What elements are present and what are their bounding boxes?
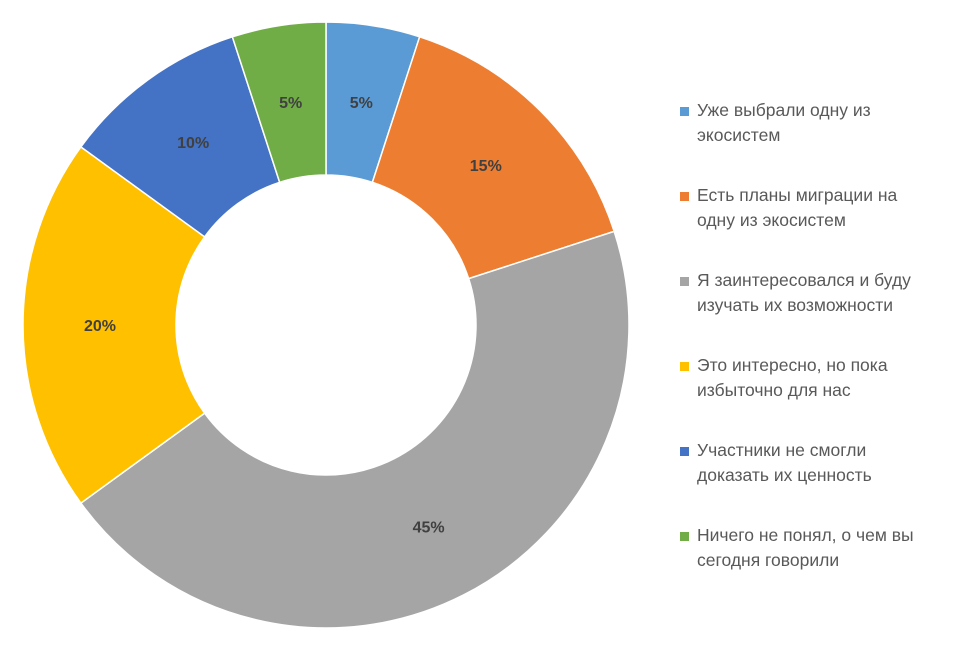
- legend-swatch: [680, 192, 689, 201]
- legend-swatch: [680, 277, 689, 286]
- donut-chart: 5% 15% 45% 20% 10% 5%: [22, 21, 630, 629]
- legend-label: Я заинтересовался и буду изучать их возм…: [697, 270, 911, 315]
- legend-item: Ничего не понял, о чем вы сегодня говори…: [680, 523, 957, 608]
- legend-label: Участники не смогли доказать их ценность: [697, 440, 872, 485]
- legend-label: Это интересно, но пока избыточно для нас: [697, 355, 888, 400]
- legend-item: Я заинтересовался и буду изучать их возм…: [680, 268, 957, 353]
- legend-item: Участники не смогли доказать их ценность: [680, 438, 957, 523]
- legend-swatch: [680, 447, 689, 456]
- legend: Уже выбрали одну из экосистем Есть планы …: [680, 98, 957, 608]
- legend-swatch: [680, 362, 689, 371]
- legend-swatch: [680, 107, 689, 116]
- legend-item: Есть планы миграции на одну из экосистем: [680, 183, 957, 268]
- data-label: 5%: [350, 95, 373, 112]
- data-label: 5%: [279, 95, 302, 112]
- data-label: 10%: [177, 135, 209, 152]
- legend-item: Уже выбрали одну из экосистем: [680, 98, 957, 183]
- donut-slice: [231, 21, 327, 184]
- legend-item: Это интересно, но пока избыточно для нас: [680, 353, 957, 438]
- donut-slice: [79, 230, 630, 629]
- data-label: 20%: [84, 318, 116, 335]
- donut-slice: [22, 145, 206, 505]
- legend-label: Есть планы миграции на одну из экосистем: [697, 185, 898, 230]
- donut-slice: [371, 35, 616, 280]
- legend-label: Уже выбрали одну из экосистем: [697, 100, 871, 145]
- data-label: 45%: [413, 519, 445, 536]
- data-label: 15%: [470, 158, 502, 175]
- legend-label: Ничего не понял, о чем вы сегодня говори…: [697, 525, 914, 570]
- legend-swatch: [680, 532, 689, 541]
